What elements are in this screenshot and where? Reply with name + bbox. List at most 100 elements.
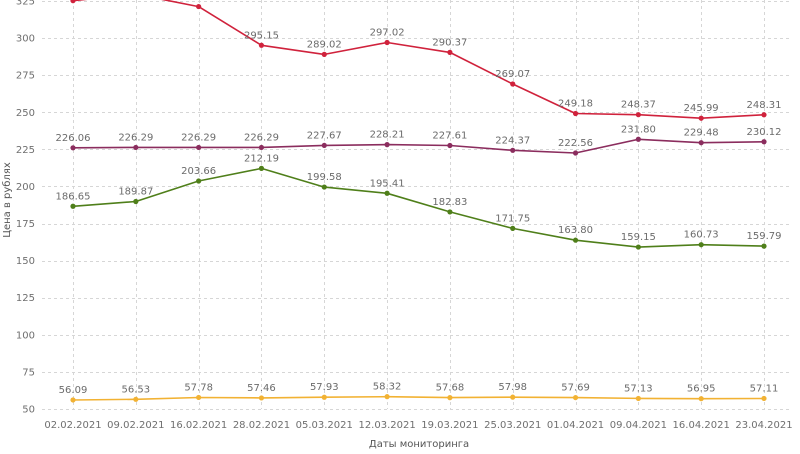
data-label: 227.61	[432, 130, 467, 141]
data-point	[761, 139, 767, 145]
data-label: 57.11	[750, 383, 779, 394]
x-tick-label: 16.04.2021	[673, 420, 730, 431]
data-point	[698, 115, 704, 121]
data-label: 248.37	[621, 100, 656, 111]
data-point	[70, 145, 76, 151]
y-tick-label: 325	[16, 0, 35, 8]
data-point	[635, 136, 641, 142]
data-label: 171.75	[495, 213, 530, 224]
data-label: 321.25	[181, 0, 216, 3]
y-tick-label: 300	[16, 34, 35, 45]
y-tick-label: 275	[16, 71, 35, 82]
data-point	[196, 178, 202, 184]
x-tick-label: 02.02.2021	[44, 420, 101, 431]
data-label: 57.98	[498, 382, 527, 393]
x-tick-label: 09.04.2021	[610, 420, 667, 431]
data-label: 186.65	[56, 191, 91, 202]
x-tick-label: 25.03.2021	[484, 420, 541, 431]
data-point	[447, 209, 453, 215]
x-axis-title: Даты мониторинга	[369, 439, 469, 450]
data-point	[572, 394, 579, 401]
y-tick-label: 150	[16, 256, 35, 267]
data-label: 159.79	[747, 231, 782, 242]
y-tick-label: 125	[16, 293, 35, 304]
data-point	[447, 395, 453, 401]
y-tick-label: 175	[16, 219, 35, 230]
series-line	[72, 167, 765, 248]
data-point	[510, 394, 516, 400]
data-point	[447, 142, 453, 149]
data-label: 245.99	[684, 103, 719, 114]
y-axis-ticks: 50 75 100 125 150 175 200 225 250 275 300 325	[16, 0, 35, 416]
data-label: 290.37	[432, 37, 467, 48]
data-point	[635, 244, 641, 250]
x-tick-label: 05.03.2021	[296, 420, 353, 431]
data-label: 57.78	[184, 382, 213, 393]
data-label: 56.09	[59, 385, 88, 396]
data-label: 269.07	[495, 69, 530, 80]
y-tick-label: 200	[16, 182, 35, 193]
y-tick-label: 225	[16, 145, 35, 156]
data-label: 228.21	[370, 130, 405, 141]
data-label: 289.02	[307, 39, 342, 50]
x-tick-label: 28.02.2021	[233, 420, 290, 431]
data-label: 195.41	[370, 178, 405, 189]
data-point	[384, 39, 390, 46]
data-label: 224.37	[495, 135, 530, 146]
data-point	[698, 140, 704, 146]
data-label: 226.29	[244, 132, 279, 143]
data-label: 226.29	[181, 132, 216, 143]
y-tick-label: 100	[16, 330, 35, 341]
data-point	[384, 394, 390, 400]
data-labels: 321.25 295.15 289.02 297.02 290.37 269.07 249.…	[56, 0, 782, 396]
data-point	[384, 190, 390, 196]
x-tick-label: 23.04.2021	[735, 420, 792, 431]
data-point	[70, 0, 76, 4]
data-point	[70, 397, 76, 403]
data-label: 199.58	[307, 172, 342, 183]
data-point	[196, 3, 202, 10]
data-point	[635, 395, 641, 402]
x-tick-label: 16.02.2021	[170, 420, 227, 431]
y-tick-label: 50	[22, 405, 35, 416]
data-point	[510, 147, 516, 153]
data-point	[133, 144, 139, 151]
data-label: 57.69	[561, 383, 590, 394]
data-point	[761, 112, 767, 118]
data-label: 226.29	[118, 132, 153, 143]
data-point	[447, 49, 453, 55]
data-point	[761, 243, 767, 249]
data-point	[698, 242, 704, 248]
x-axis-ticks: 02.02.2021 09.02.2021 16.02.2021 28.02.2021…	[44, 420, 792, 431]
data-point	[761, 395, 767, 402]
data-point	[258, 165, 265, 171]
data-label: 248.31	[747, 100, 782, 111]
series-line	[72, 138, 765, 154]
data-label: 222.56	[558, 138, 593, 149]
data-point	[133, 198, 139, 205]
data-point	[196, 144, 202, 151]
data-point	[321, 142, 327, 149]
data-point	[384, 142, 390, 148]
data-label: 160.73	[684, 230, 719, 241]
data-point	[510, 225, 516, 231]
data-label: 163.80	[558, 225, 593, 236]
x-tick-label: 19.03.2021	[421, 420, 478, 431]
data-point	[510, 81, 516, 87]
data-label: 57.93	[310, 382, 339, 393]
y-axis-title: Цена в рублях	[2, 162, 13, 238]
data-label: 58.32	[373, 382, 402, 393]
data-label: 212.19	[244, 153, 279, 164]
data-point	[321, 184, 327, 190]
data-label: 295.15	[244, 30, 279, 41]
data-label: 56.53	[121, 384, 150, 395]
data-label: 203.66	[181, 166, 216, 177]
data-point	[258, 144, 265, 151]
data-point	[635, 112, 641, 118]
data-point	[572, 237, 579, 243]
y-tick-label: 250	[16, 108, 35, 119]
data-label: 57.46	[247, 383, 276, 394]
data-label: 57.13	[624, 383, 653, 394]
